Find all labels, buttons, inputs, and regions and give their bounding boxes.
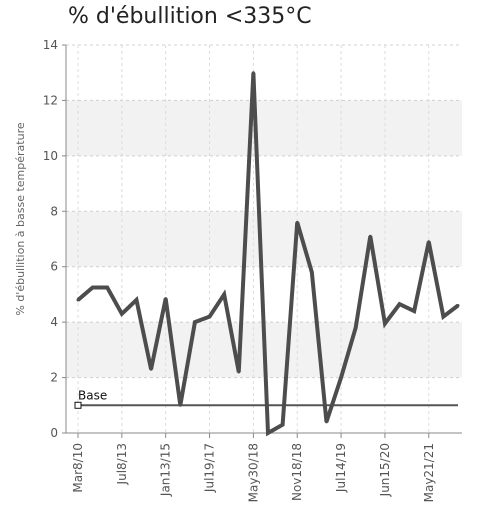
y-tick-label: 4 bbox=[50, 315, 58, 329]
y-axis-label: % d'ébullition à basse température bbox=[14, 122, 27, 315]
data-point bbox=[134, 298, 138, 302]
data-point bbox=[368, 234, 372, 238]
y-tick-labels: 0 2 4 6 8 10 12 14 bbox=[43, 38, 58, 440]
background-band bbox=[66, 211, 462, 267]
data-point bbox=[398, 302, 402, 306]
x-tick-label: Jul19/17 bbox=[203, 443, 217, 493]
data-series bbox=[76, 71, 460, 437]
data-point bbox=[456, 304, 460, 308]
data-point bbox=[383, 322, 387, 326]
y-tick-label: 12 bbox=[43, 93, 58, 107]
data-point bbox=[339, 376, 343, 380]
data-point bbox=[324, 420, 328, 424]
axes bbox=[62, 44, 462, 438]
data-point bbox=[281, 423, 285, 427]
data-point bbox=[208, 315, 212, 319]
data-point bbox=[105, 286, 109, 289]
data-point bbox=[149, 367, 153, 371]
data-point bbox=[295, 220, 299, 224]
data-point bbox=[76, 298, 80, 302]
y-tick-label: 14 bbox=[43, 38, 58, 52]
x-tick-label: Mar8/10 bbox=[71, 443, 85, 493]
x-tick-label: Jul8/13 bbox=[115, 443, 129, 485]
baseline-label: Base bbox=[78, 388, 107, 402]
data-point bbox=[222, 292, 226, 296]
x-tick-labels: Mar8/10 Jul8/13 Jan13/15 Jul19/17 May30/18 No… bbox=[71, 443, 436, 502]
data-point bbox=[237, 370, 241, 374]
y-tick-label: 0 bbox=[50, 426, 58, 440]
background-band bbox=[66, 100, 462, 156]
data-point bbox=[120, 312, 124, 316]
x-tick-label: Jun15/20 bbox=[378, 443, 392, 497]
x-tick-label: Jan13/15 bbox=[159, 443, 173, 497]
data-point bbox=[310, 270, 314, 274]
x-tick-label: May21/21 bbox=[422, 443, 436, 502]
baseline-marker bbox=[74, 401, 82, 409]
x-tick-label: Nov18/18 bbox=[290, 443, 304, 501]
data-point bbox=[251, 71, 255, 75]
data-point bbox=[193, 320, 197, 324]
data-point bbox=[441, 315, 445, 319]
y-tick-label: 6 bbox=[50, 260, 58, 274]
data-point bbox=[164, 297, 168, 301]
data-point bbox=[354, 326, 358, 330]
y-tick-label: 8 bbox=[50, 204, 58, 218]
y-tick-label: 2 bbox=[50, 371, 58, 385]
x-tick-label: May30/18 bbox=[246, 443, 260, 502]
data-point bbox=[412, 309, 416, 313]
data-point bbox=[266, 431, 270, 435]
data-point bbox=[178, 403, 182, 407]
data-point bbox=[91, 286, 95, 289]
data-point bbox=[427, 240, 431, 244]
y-tick-label: 10 bbox=[43, 149, 58, 163]
x-tick-label: Jul14/19 bbox=[334, 443, 348, 493]
chart-title: % d'ébullition <335°C bbox=[68, 4, 312, 29]
